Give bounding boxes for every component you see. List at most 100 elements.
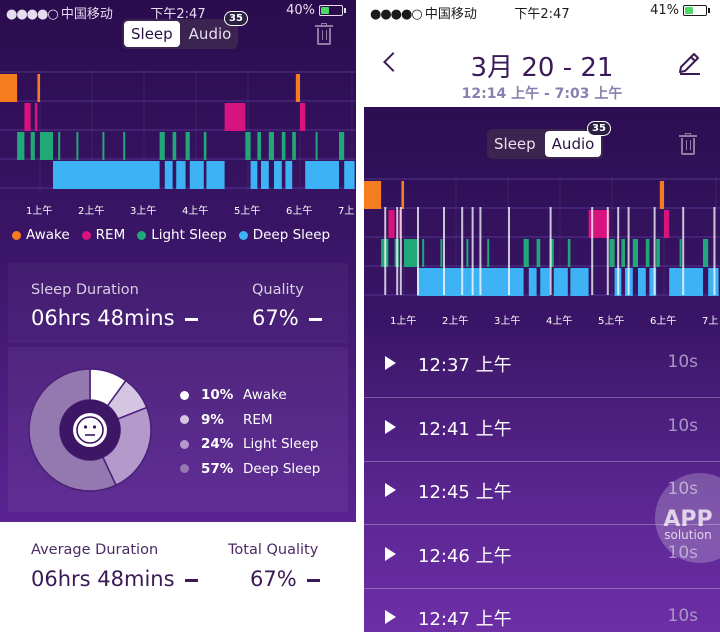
- hypnogram-segment-deep: [176, 161, 186, 189]
- hypnogram-segment-light: [523, 239, 529, 267]
- hypnogram-segment-deep: [528, 268, 537, 296]
- recording-row[interactable]: 12:46 上午 10s: [364, 526, 720, 589]
- hour-tick-label: 2上午: [442, 316, 469, 327]
- recording-row[interactable]: 12:41 上午 10s: [364, 399, 720, 462]
- hypnogram-segment-light: [58, 132, 61, 160]
- hypnogram-segment-deep: [305, 161, 339, 189]
- breakdown-label: Awake: [243, 387, 287, 404]
- hypnogram-segment-awake: [364, 181, 382, 209]
- hypnogram-segment-light: [245, 132, 251, 160]
- breakdown-percent: 57%: [201, 460, 234, 477]
- hypnogram-segment-light: [257, 132, 261, 160]
- hypnogram-segment-awake: [295, 74, 300, 102]
- hypnogram-segment-light: [645, 239, 650, 267]
- status-bar-right: ●●●●○ 中国移动 下午2:47 41%: [364, 0, 720, 22]
- pencil-icon[interactable]: [676, 50, 702, 76]
- hypnogram-segment-light: [567, 239, 571, 267]
- tab-audio[interactable]: Audio: [188, 25, 232, 43]
- sleep-audio-segmented-control-right: Sleep Audio: [487, 129, 604, 159]
- hypnogram-segment-light: [656, 239, 660, 267]
- audio-marker[interactable]: [591, 207, 594, 295]
- breakdown-row: 24% Light Sleep: [180, 432, 320, 457]
- hour-tick-label: 1上午: [390, 316, 417, 327]
- quality-value: 67%: [252, 306, 322, 330]
- hypnogram-segment-rem: [224, 103, 246, 131]
- battery-indicator-right: 41%: [650, 3, 710, 18]
- play-icon[interactable]: [385, 546, 396, 561]
- audio-marker[interactable]: [417, 207, 419, 295]
- play-icon[interactable]: [385, 610, 396, 624]
- recording-row[interactable]: 12:45 上午 10s: [364, 462, 720, 525]
- audio-marker[interactable]: [508, 207, 510, 295]
- audio-marker[interactable]: [384, 207, 387, 295]
- recording-time: 12:47 上午: [418, 609, 512, 630]
- legend-item: Light Sleep: [137, 227, 227, 243]
- breakdown-percent: 24%: [201, 436, 234, 453]
- play-icon[interactable]: [385, 483, 396, 497]
- play-icon[interactable]: [385, 356, 396, 370]
- hypnogram-segment-deep: [164, 161, 173, 189]
- hypnogram-segment-light: [339, 132, 345, 160]
- hypnogram-segment-deep: [189, 161, 204, 189]
- hour-tick-label: 2上午: [78, 206, 105, 217]
- legend-label: Light Sleep: [151, 227, 227, 243]
- hypnogram-segment-deep: [553, 268, 568, 296]
- audio-marker[interactable]: [713, 207, 716, 295]
- hour-tick-label: 3上午: [130, 206, 157, 217]
- battery-indicator: 40%: [286, 3, 346, 18]
- hypnogram-segment-light: [172, 132, 177, 160]
- hypnogram-segment-awake: [0, 74, 18, 102]
- trash-icon[interactable]: [315, 23, 333, 45]
- signal-icon-right: ●●●●○: [370, 7, 425, 22]
- hypnogram-segment-deep: [206, 161, 225, 189]
- hypnogram-segment-light: [268, 132, 274, 160]
- battery-percent: 40%: [286, 3, 315, 18]
- hour-tick-label: 4上午: [546, 316, 573, 327]
- audio-marker[interactable]: [399, 207, 402, 295]
- audio-marker[interactable]: [443, 207, 445, 295]
- hypnogram-segment-deep: [669, 268, 703, 296]
- total-quality-label: Total Quality: [228, 542, 319, 558]
- hypnogram-segment-light: [487, 239, 490, 267]
- tab-sleep-right[interactable]: Sleep: [494, 135, 536, 153]
- hypnogram-segment-light: [123, 132, 126, 160]
- audio-marker[interactable]: [627, 207, 630, 295]
- breakdown-percent: 10%: [201, 387, 234, 404]
- hypnogram-segment-deep: [417, 268, 524, 296]
- hypnogram-segment-light: [17, 132, 25, 160]
- summary-dark-panel: ●●●●○ 中国移动 下午2:47 40% Sleep Audio 35 1上午…: [0, 0, 356, 522]
- hour-tick-label: 3上午: [494, 316, 521, 327]
- battery-icon-right: [683, 5, 707, 16]
- play-icon[interactable]: [385, 419, 396, 434]
- breakdown-label: REM: [243, 411, 273, 428]
- hour-tick-label: 7上: [338, 206, 355, 217]
- breakdown-row: 9% REM: [180, 408, 320, 433]
- screen-divider: [356, 0, 364, 632]
- legend-dot-icon: [238, 230, 248, 240]
- audio-marker[interactable]: [479, 207, 482, 295]
- audio-marker[interactable]: [617, 207, 620, 295]
- hour-tick-label: 6上午: [650, 316, 677, 327]
- audio-count-badge-right: 35: [587, 121, 611, 136]
- recording-time: 12:45 上午: [418, 482, 512, 503]
- audio-marker[interactable]: [471, 207, 474, 295]
- audio-marker[interactable]: [461, 207, 464, 295]
- legend-dot-icon: [137, 230, 147, 240]
- recording-duration: 10s: [667, 415, 699, 436]
- audio-marker[interactable]: [606, 207, 609, 295]
- recording-row[interactable]: 12:37 上午 10s: [364, 335, 720, 398]
- recording-row[interactable]: 12:47 上午 10s: [364, 589, 720, 632]
- trash-icon-right[interactable]: [679, 133, 697, 155]
- tab-sleep[interactable]: Sleep: [124, 21, 180, 47]
- legend-item: Deep Sleep: [238, 227, 330, 243]
- audio-marker[interactable]: [653, 207, 656, 295]
- hypnogram-segment-light: [422, 239, 425, 267]
- sleep-duration-value: 06hrs 48mins: [31, 306, 198, 330]
- audio-marker[interactable]: [682, 207, 685, 295]
- audio-marker[interactable]: [396, 207, 399, 295]
- audio-marker[interactable]: [549, 207, 552, 295]
- hour-tick-label: 4上午: [182, 206, 209, 217]
- hypnogram-chart: [0, 70, 356, 190]
- hypnogram-segment-deep: [250, 161, 258, 189]
